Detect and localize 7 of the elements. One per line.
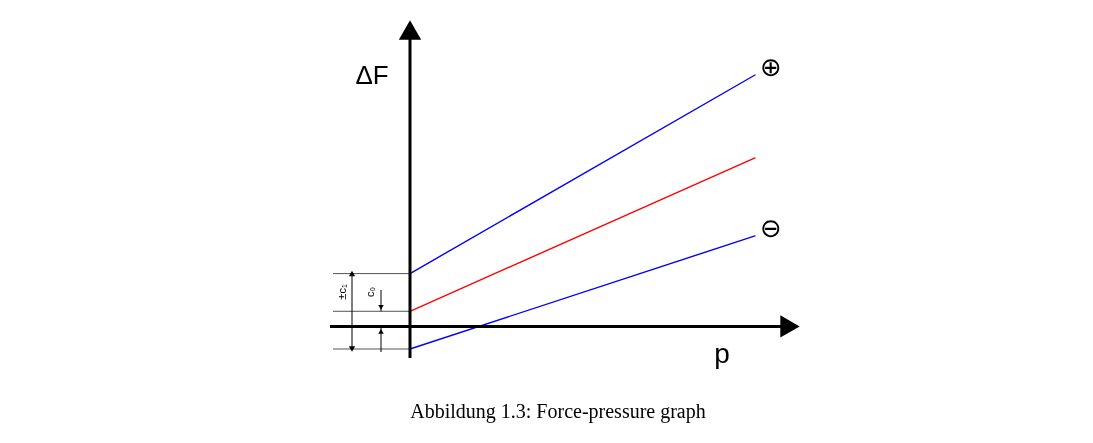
annotation: c₀ <box>364 286 376 298</box>
annotation: ±c₁ <box>336 284 348 300</box>
y-axis-title: ΔF <box>355 60 389 90</box>
text: Abbildung 1.3: Force-pressure graph <box>410 400 706 423</box>
series-label: ⊕ <box>760 52 782 82</box>
x-axis-title: p <box>714 338 730 369</box>
series-label: ⊖ <box>760 212 782 243</box>
